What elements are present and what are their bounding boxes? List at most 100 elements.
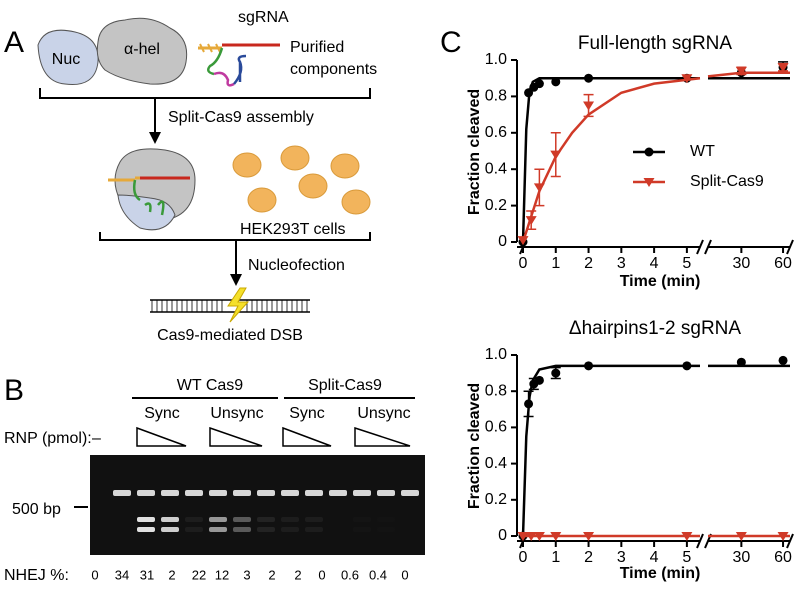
gel-band xyxy=(281,490,299,496)
alpha-hel-shape xyxy=(96,17,188,85)
point xyxy=(736,357,746,367)
legend-marker xyxy=(643,178,655,187)
gel-band xyxy=(377,490,395,496)
point xyxy=(533,532,545,541)
nhej-value: 0 xyxy=(91,567,98,582)
x-tick-label: 3 xyxy=(617,549,626,566)
point xyxy=(778,355,788,365)
point xyxy=(682,361,692,371)
x-tick-label: 2 xyxy=(584,549,593,566)
axis-break xyxy=(704,239,712,255)
x-axis-label: Time (min) xyxy=(620,565,701,582)
cleaved-band xyxy=(185,517,203,522)
point xyxy=(534,375,544,385)
dna xyxy=(150,299,310,313)
cleaved-band xyxy=(257,527,275,532)
x-tick-label: 3 xyxy=(617,255,626,272)
point xyxy=(525,216,537,226)
cleaved-band xyxy=(233,517,251,522)
gel-band xyxy=(209,490,227,496)
purified-label: Purified xyxy=(290,39,344,56)
purified-label: components xyxy=(290,61,377,78)
gel xyxy=(90,455,425,555)
point xyxy=(550,532,562,541)
legend-marker xyxy=(644,147,654,157)
point xyxy=(583,532,595,541)
x-tick-label: 60 xyxy=(774,255,792,272)
y-tick-label: 0 xyxy=(498,233,507,250)
dsb-label: Cas9-mediated DSB xyxy=(157,327,303,344)
alpha-hel-label: α-hel xyxy=(124,41,160,58)
fit-line xyxy=(521,71,790,243)
nhej-value: 2 xyxy=(294,567,301,582)
nuc-label: Nuc xyxy=(52,51,80,68)
marker-label: 500 bp xyxy=(12,501,61,518)
cleaved-band xyxy=(185,527,203,532)
y-tick-label: 0.4 xyxy=(485,455,507,472)
nhej-value: 0.6 xyxy=(341,567,359,582)
x-tick-label: 1 xyxy=(551,549,560,566)
x-tick-label: 5 xyxy=(682,255,691,272)
gel-band xyxy=(257,490,275,496)
point xyxy=(533,183,545,193)
point xyxy=(525,532,537,541)
nuc-shape xyxy=(37,29,99,86)
chart-title: Full-length sgRNA xyxy=(578,33,732,54)
point xyxy=(551,77,561,87)
gel-band xyxy=(305,490,323,496)
x-tick-label: 4 xyxy=(650,549,659,566)
cleaved-band xyxy=(233,527,251,532)
cells-label: HEK293T cells xyxy=(240,221,346,238)
point xyxy=(551,368,561,378)
panel-a: A Nuc α-hel sgRNA Purified components Sp… xyxy=(4,9,377,344)
cleaved-band xyxy=(209,517,227,522)
gel-band xyxy=(353,490,371,496)
nhej-value: 2 xyxy=(168,567,175,582)
legend-label: WT xyxy=(690,143,715,160)
cleaved-band xyxy=(161,517,179,522)
cleaved-band xyxy=(305,527,323,532)
nucleofection-label: Nucleofection xyxy=(248,257,345,274)
y-tick-label: 1.0 xyxy=(485,51,507,68)
y-tick-label: 0.2 xyxy=(485,491,507,508)
y-tick-label: 0.8 xyxy=(485,382,507,399)
cleaved-band xyxy=(137,517,155,522)
gel-band xyxy=(137,490,155,496)
gel-band xyxy=(185,490,203,496)
y-axis-label: Fraction cleaved xyxy=(466,89,483,215)
y-axis-label: Fraction cleaved xyxy=(466,383,483,509)
x-tick-label: 0 xyxy=(519,549,528,566)
cleaved-band xyxy=(209,527,227,532)
y-tick-label: 0.6 xyxy=(485,124,507,141)
y-tick-label: 1.0 xyxy=(485,346,507,363)
cells xyxy=(232,145,371,215)
point xyxy=(777,63,789,73)
point xyxy=(583,101,595,111)
gel-band xyxy=(233,490,251,496)
panel-b: B WT Cas9 Split-Cas9 Sync Unsync Sync Un… xyxy=(4,374,425,584)
cleaved-band xyxy=(281,517,299,522)
nhej-value: 12 xyxy=(215,567,229,582)
gel-band xyxy=(329,490,347,496)
nhej-value: 0 xyxy=(401,567,408,582)
cleaved-band xyxy=(161,527,179,532)
y-tick-label: 0.8 xyxy=(485,88,507,105)
point xyxy=(777,532,789,541)
subgroup-label: Sync xyxy=(289,405,325,422)
assembly-label: Split-Cas9 assembly xyxy=(168,109,314,126)
cleaved-band xyxy=(377,517,395,522)
cleaved-band xyxy=(353,527,371,532)
fit-line xyxy=(521,76,790,243)
point xyxy=(681,532,693,541)
cleaved-band xyxy=(305,517,323,522)
point xyxy=(524,399,534,409)
x-tick-label: 60 xyxy=(774,549,792,566)
group-label: WT Cas9 xyxy=(177,377,243,394)
subgroup-label: Sync xyxy=(144,405,180,422)
point xyxy=(584,361,594,371)
wedges xyxy=(136,426,411,447)
minus-label: – xyxy=(92,430,101,447)
chart-title: Δhairpins1-2 sgRNA xyxy=(569,318,741,339)
sgrna-label: sgRNA xyxy=(238,9,289,26)
